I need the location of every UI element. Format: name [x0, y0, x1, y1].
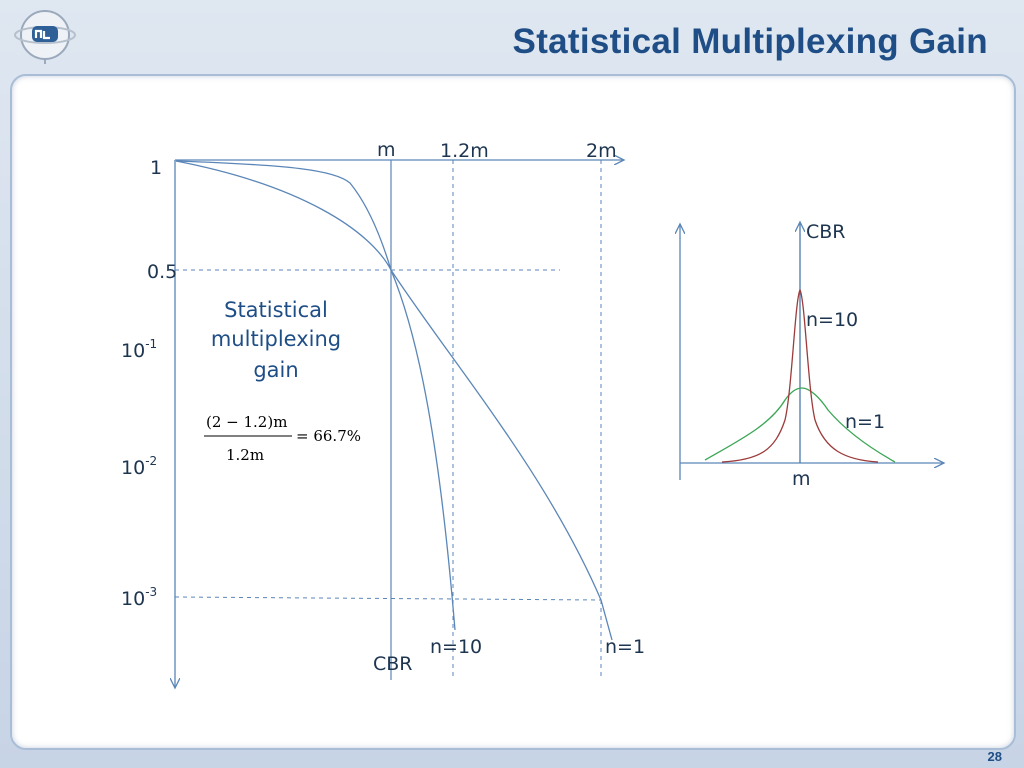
x-tick-1-2m: 1.2m [440, 140, 489, 162]
label-cbr: CBR [373, 653, 413, 675]
right-label-n1: n=1 [845, 411, 885, 433]
density-n1 [704, 387, 896, 463]
y-tick-1e-2: 10-2 [121, 454, 157, 479]
label-n1: n=1 [605, 636, 645, 658]
curve-n10 [175, 160, 456, 631]
y-tick-half: 0.5 [147, 261, 177, 283]
annotation-line-3: gain [253, 358, 298, 382]
right-label-cbr: CBR [806, 221, 846, 243]
right-label-n10: n=10 [806, 309, 858, 331]
annotation-line-1: Statistical [224, 298, 328, 322]
content-panel [10, 74, 1016, 750]
logo-icon [14, 10, 76, 64]
y-tick-1e-1: 10-1 [121, 337, 157, 362]
right-x-tick-m: m [792, 468, 811, 490]
gain-formula: (2 − 1.2)m 1.2m = 66.7% [204, 413, 361, 464]
x-tick-m: m [377, 139, 396, 161]
formula-result: = 66.7% [296, 427, 361, 445]
curve-n1 [175, 160, 613, 641]
formula-denominator: 1.2m [226, 446, 264, 464]
formula-numerator: (2 − 1.2)m [206, 413, 287, 431]
density-n10 [721, 288, 879, 463]
label-n10: n=10 [430, 636, 482, 658]
left-plot: m 1.2m 2m 1 0.5 10-1 10-2 10-3 CBR n=10 … [121, 139, 645, 688]
x-tick-2m: 2m [586, 140, 617, 162]
guide-1e-3 [174, 596, 602, 601]
slide-title: Statistical Multiplexing Gain [512, 22, 988, 61]
y-tick-1e-3: 10-3 [121, 585, 157, 610]
right-plot: CBR n=10 n=1 m [680, 221, 944, 490]
annotation-line-2: multiplexing [211, 327, 341, 351]
y-tick-1: 1 [150, 157, 162, 179]
page-number: 28 [987, 749, 1002, 764]
